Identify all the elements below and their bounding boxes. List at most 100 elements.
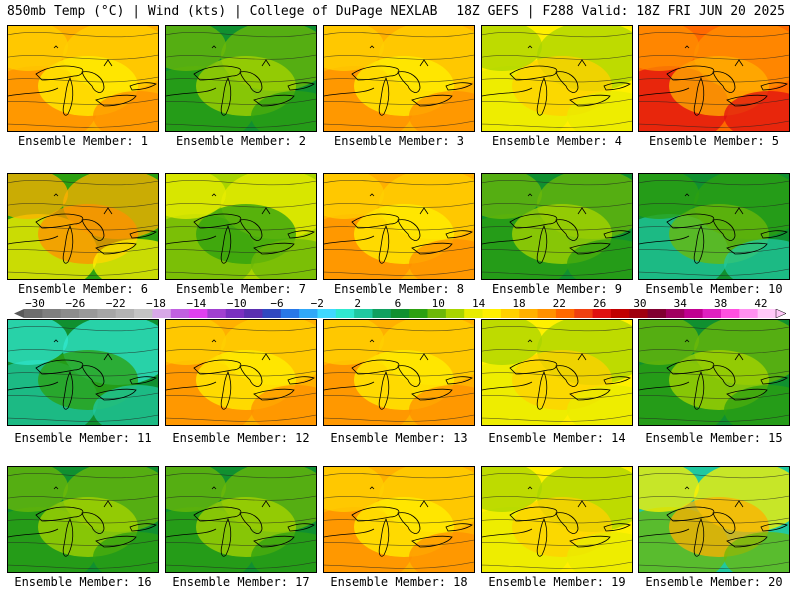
ensemble-member-5-map — [638, 25, 790, 132]
colorbar-segment — [354, 309, 373, 318]
colorbar-segment — [629, 309, 649, 318]
colorbar-tick-label: 38 — [713, 297, 728, 310]
colorbar-segment — [42, 309, 62, 318]
colorbar-segment — [115, 309, 135, 318]
colorbar-segment — [702, 309, 722, 318]
ensemble-member-20-map — [638, 466, 790, 573]
colorbar-tick-label: 14 — [472, 297, 486, 310]
colorbar-segment — [610, 309, 630, 318]
colorbar-segment — [170, 309, 190, 318]
colorbar-tick-label: −26 — [65, 297, 86, 310]
ensemble-member-label: Ensemble Member: 7 — [175, 282, 307, 296]
colorbar-tick-label: −14 — [186, 297, 207, 310]
colorbar-segment — [225, 309, 245, 318]
colorbar-segment — [464, 309, 484, 318]
colorbar-segment — [445, 309, 465, 318]
colorbar-segment — [262, 309, 282, 318]
colorbar-segment — [427, 309, 447, 318]
ensemble-member-label: Ensemble Member: 6 — [17, 282, 149, 296]
temperature-colorbar — [14, 309, 786, 318]
colorbar-segment — [647, 309, 667, 318]
colorbar-segment — [665, 309, 685, 318]
colorbar-tick-label: 34 — [673, 297, 687, 310]
colorbar-tick-label: −18 — [146, 297, 166, 310]
ensemble-member-label: Ensemble Member: 3 — [333, 134, 465, 148]
ensemble-member-11-map — [7, 319, 159, 426]
colorbar-segment — [24, 309, 43, 318]
colorbar-segment — [299, 309, 318, 318]
colorbar-segment — [97, 309, 117, 318]
colorbar-segment — [390, 309, 410, 318]
colorbar-segment — [500, 309, 520, 318]
ensemble-member-18-map — [323, 466, 475, 573]
ensemble-member-4-map — [481, 25, 633, 132]
colorbar-tick-label: 6 — [394, 297, 402, 310]
colorbar-segment — [280, 309, 300, 318]
ensemble-member-label: Ensemble Member: 8 — [333, 282, 465, 296]
colorbar-segment — [335, 309, 355, 318]
ensemble-member-label: Ensemble Member: 17 — [172, 575, 310, 589]
colorbar-tick-label: 42 — [754, 297, 768, 310]
colorbar-segment — [757, 309, 777, 318]
ensemble-member-label: Ensemble Member: 12 — [172, 431, 310, 445]
colorbar-segment — [684, 309, 704, 318]
colorbar-segment — [537, 309, 557, 318]
colorbar-segment — [720, 309, 740, 318]
colorbar-tick-label: −22 — [105, 297, 126, 310]
ensemble-member-label: Ensemble Member: 9 — [491, 282, 623, 296]
colorbar-left-arrow — [14, 309, 24, 318]
colorbar-tick-label: −10 — [226, 297, 247, 310]
colorbar-tick-label: −6 — [270, 297, 284, 310]
ensemble-member-3-map — [323, 25, 475, 132]
colorbar-segment — [574, 309, 594, 318]
colorbar-tick-label: −2 — [310, 297, 324, 310]
ensemble-member-1-map — [7, 25, 159, 132]
colorbar-segment — [482, 309, 502, 318]
ensemble-member-label: Ensemble Member: 15 — [645, 431, 783, 445]
ensemble-member-label: Ensemble Member: 16 — [14, 575, 152, 589]
ensemble-member-9-map — [481, 173, 633, 280]
ensemble-member-label: Ensemble Member: 4 — [491, 134, 623, 148]
colorbar-tick-label: 26 — [592, 297, 607, 310]
ensemble-member-label: Ensemble Member: 19 — [488, 575, 626, 589]
ensemble-member-13-map — [323, 319, 475, 426]
ensemble-member-16-map — [7, 466, 159, 573]
colorbar-segment — [244, 309, 263, 318]
ensemble-member-12-map — [165, 319, 317, 426]
ensemble-member-15-map — [638, 319, 790, 426]
colorbar-segment — [317, 309, 337, 318]
colorbar-tick-label: 18 — [512, 297, 526, 310]
ensemble-member-10-map — [638, 173, 790, 280]
ensemble-member-label: Ensemble Member: 14 — [488, 431, 626, 445]
colorbar-segment — [189, 309, 208, 318]
map-title: 850mb Temp (°C) | Wind (kts) | College o… — [7, 4, 438, 19]
colorbar-right-arrow — [775, 309, 786, 318]
ensemble-member-label: Ensemble Member: 1 — [17, 134, 149, 148]
ensemble-member-19-map — [481, 466, 633, 573]
colorbar-tick-label: 22 — [552, 297, 566, 310]
colorbar-segment — [134, 309, 153, 318]
ensemble-member-2-map — [165, 25, 317, 132]
ensemble-member-6-map — [7, 173, 159, 280]
colorbar-tick-label: −30 — [25, 297, 45, 310]
colorbar-segment — [555, 309, 575, 318]
ensemble-member-label: Ensemble Member: 5 — [648, 134, 780, 148]
ensemble-member-7-map — [165, 173, 317, 280]
ensemble-member-label: Ensemble Member: 10 — [645, 282, 783, 296]
colorbar-segment — [739, 309, 759, 318]
colorbar-segment — [409, 309, 429, 318]
colorbar-segment — [372, 309, 392, 318]
ensemble-member-8-map — [323, 173, 475, 280]
colorbar-segment — [207, 309, 227, 318]
colorbar-tick-label: 10 — [431, 297, 445, 310]
valid-time: 18Z GEFS | F288 Valid: 18Z FRI JUN 20 20… — [456, 4, 785, 19]
ensemble-member-label: Ensemble Member: 20 — [645, 575, 783, 589]
colorbar-tick-label: 30 — [633, 297, 647, 310]
ensemble-member-label: Ensemble Member: 18 — [330, 575, 468, 589]
ensemble-member-label: Ensemble Member: 2 — [175, 134, 307, 148]
colorbar-segment — [79, 309, 98, 318]
ensemble-member-label: Ensemble Member: 11 — [14, 431, 152, 445]
colorbar-segment — [519, 309, 539, 318]
ensemble-member-label: Ensemble Member: 13 — [330, 431, 468, 445]
colorbar-segment — [60, 309, 80, 318]
